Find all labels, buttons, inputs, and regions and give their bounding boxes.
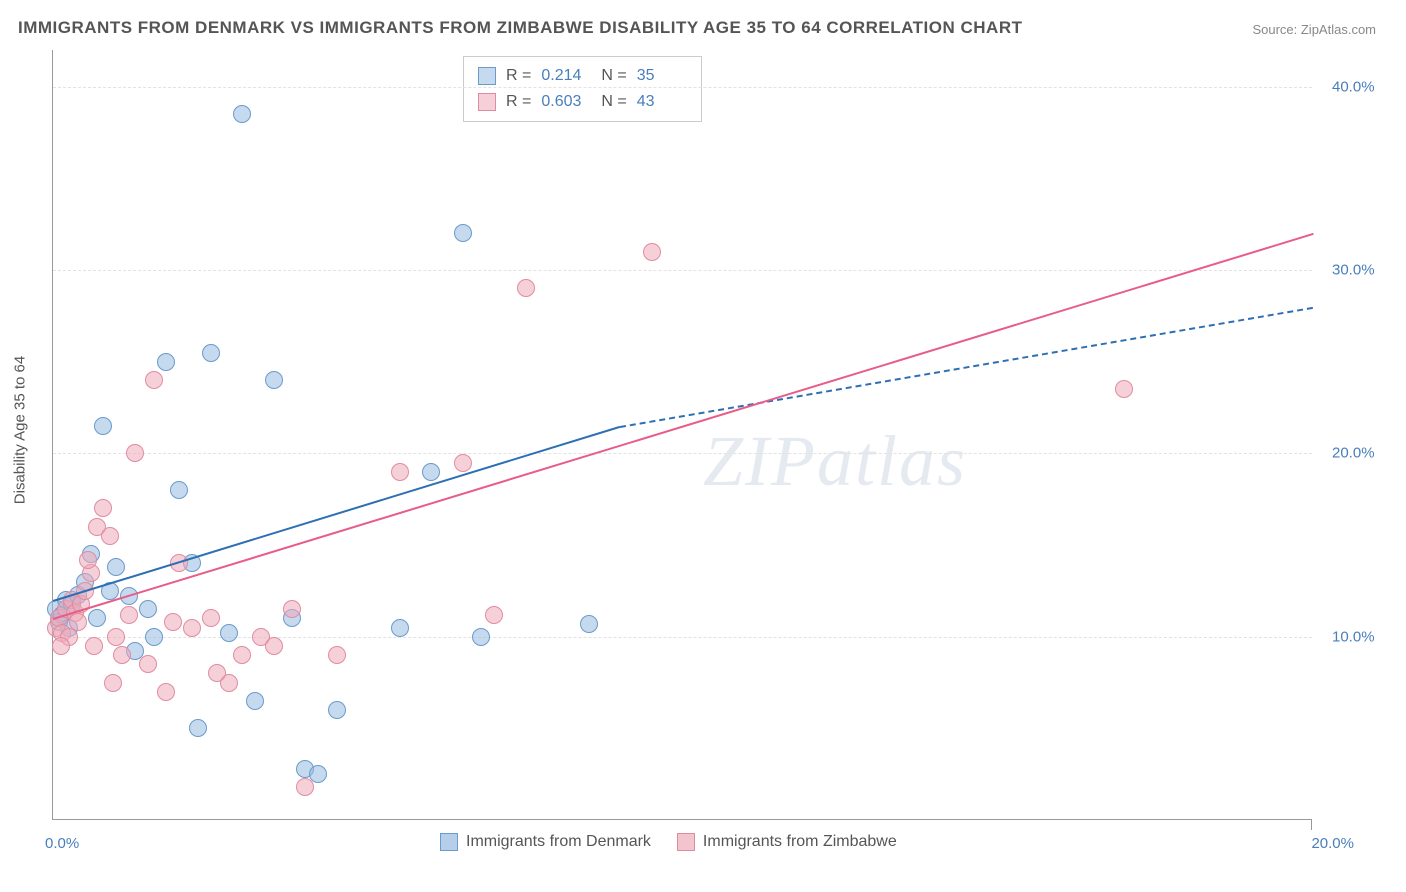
data-point [202,344,220,362]
data-point [328,646,346,664]
stats-n-value: 35 [637,67,687,85]
stats-n-value: 43 [637,93,687,111]
data-point [202,609,220,627]
stats-row: R = 0.214 N = 35 [478,63,687,89]
data-point [265,371,283,389]
data-point [296,778,314,796]
stats-r-label: R = [506,67,531,85]
data-point [233,105,251,123]
data-point [265,637,283,655]
trend-line [620,307,1313,428]
y-tick-label: 10.0% [1332,628,1375,645]
data-point [157,353,175,371]
legend-label: Immigrants from Zimbabwe [703,833,897,851]
data-point [454,454,472,472]
data-point [517,279,535,297]
data-point [391,619,409,637]
data-point [94,417,112,435]
data-point [120,606,138,624]
data-point [170,481,188,499]
data-point [643,243,661,261]
data-point [454,224,472,242]
plot-area: ZIPatlas R = 0.214 N = 35 R = 0.603 N = 43 [52,50,1312,820]
y-axis-label: Disability Age 35 to 64 [12,356,29,504]
data-point [485,606,503,624]
legend-item: Immigrants from Denmark [440,833,651,851]
y-tick-label: 20.0% [1332,445,1375,462]
gridline [53,87,1312,88]
stats-row: R = 0.603 N = 43 [478,89,687,115]
chart-title: IMMIGRANTS FROM DENMARK VS IMMIGRANTS FR… [18,18,1023,38]
data-point [107,558,125,576]
data-point [101,527,119,545]
data-point [328,701,346,719]
watermark: ZIPatlas [703,420,967,503]
stats-r-label: R = [506,93,531,111]
legend-label: Immigrants from Denmark [466,833,651,851]
data-point [94,499,112,517]
x-tick-20: 20.0% [1311,835,1354,852]
stats-r-value: 0.214 [541,67,591,85]
stats-n-label: N = [601,93,626,111]
data-point [391,463,409,481]
x-tick-0: 0.0% [45,835,79,852]
legend-item: Immigrants from Zimbabwe [677,833,897,851]
data-point [104,674,122,692]
data-point [145,371,163,389]
data-point [580,615,598,633]
data-point [422,463,440,481]
source-text: Source: ZipAtlas.com [1252,22,1376,37]
data-point [113,646,131,664]
stats-box: R = 0.214 N = 35 R = 0.603 N = 43 [463,56,702,122]
stats-n-label: N = [601,67,626,85]
data-point [69,613,87,631]
data-point [145,628,163,646]
data-point [233,646,251,664]
y-tick-label: 30.0% [1332,262,1375,279]
trend-line [53,233,1314,620]
data-point [189,719,207,737]
swatch-icon [677,833,695,851]
stats-r-value: 0.603 [541,93,591,111]
data-point [139,655,157,673]
data-point [220,624,238,642]
data-point [88,609,106,627]
data-point [246,692,264,710]
x-tick-mark [1311,820,1312,830]
data-point [85,637,103,655]
data-point [183,619,201,637]
data-point [208,664,226,682]
data-point [107,628,125,646]
swatch-icon [478,67,496,85]
swatch-icon [440,833,458,851]
y-tick-label: 40.0% [1332,78,1375,95]
data-point [472,628,490,646]
data-point [126,444,144,462]
data-point [139,600,157,618]
data-point [1115,380,1133,398]
data-point [283,600,301,618]
swatch-icon [478,93,496,111]
gridline [53,637,1312,638]
data-point [164,613,182,631]
data-point [52,637,70,655]
gridline [53,270,1312,271]
gridline [53,453,1312,454]
data-point [79,551,97,569]
data-point [157,683,175,701]
legend-bottom: Immigrants from Denmark Immigrants from Z… [440,833,897,851]
